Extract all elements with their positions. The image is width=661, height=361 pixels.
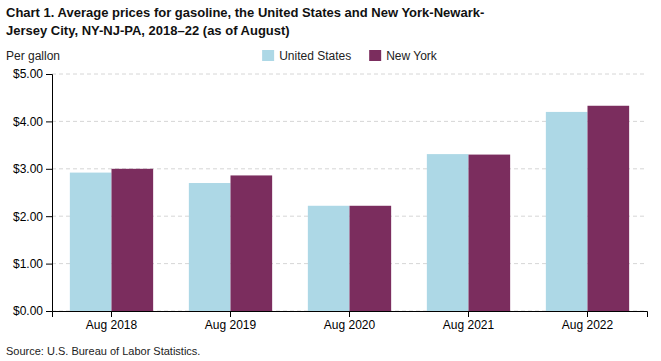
bar bbox=[112, 169, 154, 311]
source: Source: U.S. Bureau of Labor Statistics. bbox=[6, 345, 200, 357]
x-axis: Aug 2018 Aug 2019 Aug 2020 Aug 2021 Aug 2022 bbox=[53, 311, 648, 332]
y-axis: $0.00 $1.00 $2.00 $3.00 $4.00 $5.00 bbox=[13, 67, 53, 318]
tick-label: $3.00 bbox=[13, 162, 43, 176]
legend-swatch bbox=[262, 50, 274, 61]
tick-mark bbox=[468, 311, 469, 317]
bar bbox=[189, 183, 231, 311]
tick: Aug 2018 bbox=[86, 311, 138, 332]
legend-label: United States bbox=[279, 49, 351, 63]
tick: Aug 2022 bbox=[562, 311, 614, 332]
tick-label: Aug 2020 bbox=[324, 318, 376, 332]
tick: Aug 2021 bbox=[443, 311, 495, 332]
bar bbox=[546, 112, 588, 311]
tick-mark bbox=[46, 311, 52, 312]
tick-label: Aug 2019 bbox=[205, 318, 257, 332]
grid bbox=[52, 74, 647, 311]
axis-title: Per gallon bbox=[6, 49, 60, 63]
bar bbox=[469, 155, 511, 311]
chart: Chart 1. Average prices for gasoline, th… bbox=[0, 0, 661, 361]
series bbox=[112, 106, 630, 311]
plot: $0.00$1.00$2.00$3.00$4.00$5.00Aug 2018Au… bbox=[13, 67, 648, 331]
tick: $3.00 bbox=[13, 162, 52, 176]
tick-label: $1.00 bbox=[13, 257, 43, 271]
tick: $5.00 bbox=[13, 67, 52, 81]
tick: $1.00 bbox=[13, 257, 52, 271]
tick-mark bbox=[230, 311, 231, 317]
tick-mark bbox=[46, 121, 52, 122]
tick-mark bbox=[46, 216, 52, 217]
tick-mark bbox=[46, 169, 52, 170]
bar bbox=[70, 173, 112, 311]
tick-label: $2.00 bbox=[13, 210, 43, 224]
bar bbox=[231, 175, 273, 311]
tick: $0.00 bbox=[13, 304, 52, 318]
tick-label: Aug 2022 bbox=[562, 318, 614, 332]
bar bbox=[427, 154, 469, 311]
title: Jersey City, NY-NJ-PA, 2018–22 (as of Au… bbox=[6, 23, 290, 38]
tick: Aug 2019 bbox=[205, 311, 257, 332]
legend-label: New York bbox=[386, 49, 438, 63]
tick-mark bbox=[46, 264, 52, 265]
tick: $4.00 bbox=[13, 115, 52, 129]
tick-mark bbox=[587, 311, 588, 317]
grid-line bbox=[52, 74, 647, 75]
tick: $2.00 bbox=[13, 210, 52, 224]
tick-label: $5.00 bbox=[13, 67, 43, 81]
tick-label: $0.00 bbox=[13, 304, 43, 318]
axis-domain bbox=[46, 75, 53, 312]
tick-mark bbox=[46, 74, 52, 75]
axis-domain bbox=[53, 312, 648, 318]
tick-label: $4.00 bbox=[13, 115, 43, 129]
tick-label: Aug 2021 bbox=[443, 318, 495, 332]
legend: United States New York bbox=[262, 49, 438, 63]
tick: Aug 2020 bbox=[324, 311, 376, 332]
tick-label: Aug 2018 bbox=[86, 318, 138, 332]
legend-item: United States bbox=[262, 49, 351, 63]
bar bbox=[350, 206, 392, 311]
bar bbox=[588, 106, 630, 311]
tick-mark bbox=[111, 311, 112, 317]
bar bbox=[308, 206, 350, 311]
legend-swatch bbox=[369, 50, 381, 61]
title: Chart 1. Average prices for gasoline, th… bbox=[6, 5, 484, 20]
legend-item: New York bbox=[369, 49, 438, 63]
series bbox=[70, 112, 588, 311]
tick-mark bbox=[349, 311, 350, 317]
bars bbox=[70, 106, 629, 311]
